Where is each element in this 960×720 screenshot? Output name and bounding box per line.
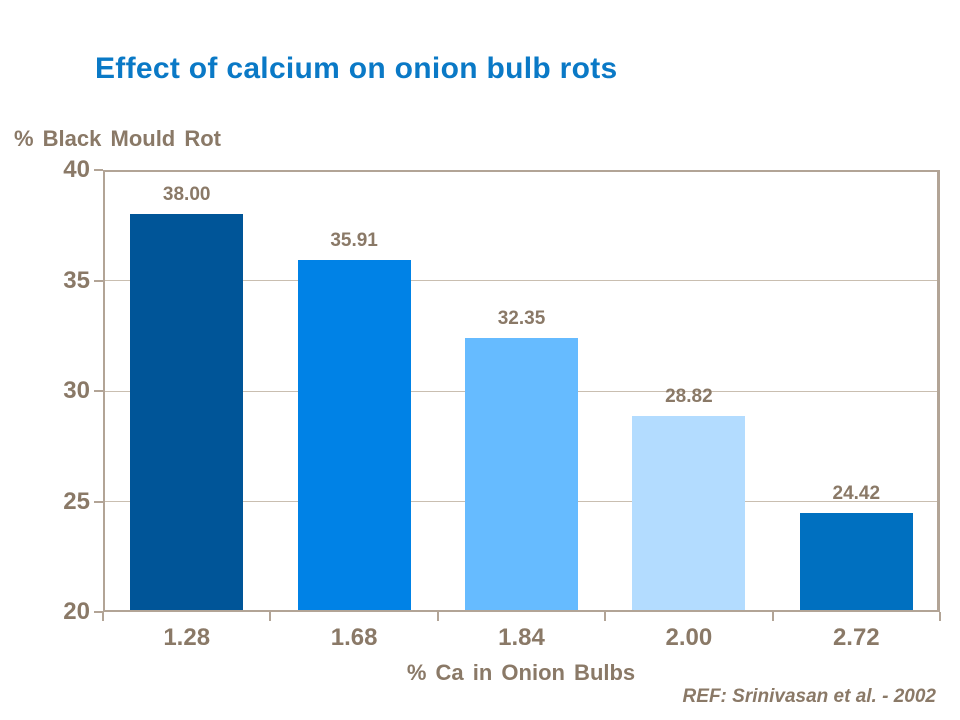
bar-value-label: 38.00 <box>162 184 211 205</box>
y-axis-line <box>103 170 105 612</box>
y-tick-label: 30 <box>63 377 90 404</box>
x-axis-tick <box>772 612 774 621</box>
y-axis-tick <box>94 390 103 392</box>
x-axis-tick <box>939 612 941 621</box>
x-axis-tick <box>437 612 439 621</box>
x-tick-label: 1.28 <box>163 624 211 651</box>
x-axis-tick <box>604 612 606 621</box>
y-tick-label: 20 <box>63 598 90 625</box>
plot-border-top <box>103 170 940 172</box>
y-axis-tick <box>94 611 103 613</box>
bar-1.68 <box>297 259 411 610</box>
y-axis-tick <box>94 500 103 503</box>
bar-1.28 <box>130 214 244 610</box>
x-axis-tick <box>102 612 104 621</box>
y-axis-tick <box>94 169 103 171</box>
y-tick-label: 40 <box>63 156 90 183</box>
bar-2.72 <box>799 512 913 610</box>
x-tick-label: 2.00 <box>665 624 713 651</box>
x-axis-line <box>103 610 940 612</box>
reference-citation: REF: Srinivasan et al. - 2002 <box>682 686 936 707</box>
x-tick-label: 1.68 <box>330 624 378 651</box>
y-axis-title: % Black Mould Rot <box>14 126 222 151</box>
bar-1.84 <box>465 338 578 610</box>
bar-value-label: 32.35 <box>497 308 546 330</box>
x-tick-label: 2.72 <box>832 624 880 651</box>
bar-value-label: 35.91 <box>330 229 378 251</box>
y-tick-label: 35 <box>63 266 90 294</box>
bar-2.00 <box>632 415 746 610</box>
y-axis-tick <box>94 279 103 282</box>
gridline <box>105 280 937 281</box>
chart-title: Effect of calcium on onion bulb rots <box>95 52 618 85</box>
x-tick-label: 1.84 <box>498 624 545 651</box>
plot-border-right <box>937 170 940 612</box>
plot-area: 38.00 35.91 32.35 28.82 24.42 <box>94 169 941 621</box>
bar-value-label: 28.82 <box>665 385 713 407</box>
x-axis-tick <box>269 612 271 621</box>
bar-value-label: 24.42 <box>832 482 881 504</box>
x-axis-title: % Ca in Onion Bulbs <box>406 660 636 685</box>
y-tick-label: 25 <box>63 487 90 515</box>
